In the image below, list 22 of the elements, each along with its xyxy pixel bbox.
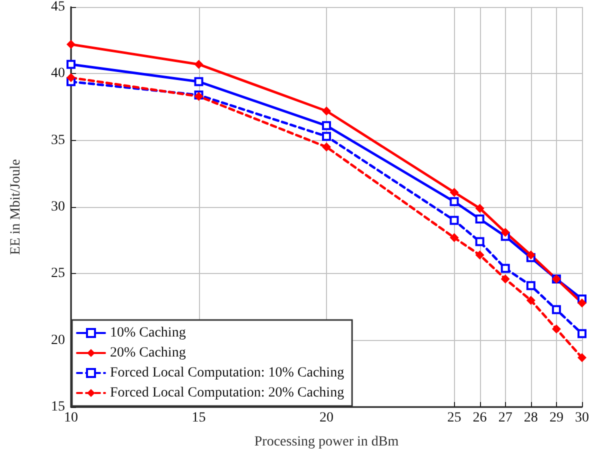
x-tick-label: 10 bbox=[64, 410, 78, 426]
y-tick-label: 25 bbox=[51, 266, 65, 282]
x-tick-label: 25 bbox=[447, 410, 462, 426]
y-axis-title: EE in Mbit/Joule bbox=[8, 159, 24, 255]
x-tick-label: 29 bbox=[549, 410, 564, 426]
x-tick-label: 26 bbox=[472, 410, 487, 426]
legend-label: Forced Local Computation: 10% Caching bbox=[110, 366, 344, 380]
x-tick-label: 28 bbox=[524, 410, 538, 426]
y-tick-label: 20 bbox=[51, 332, 65, 348]
y-tick-label: 30 bbox=[51, 200, 65, 214]
legend-label: 10% Caching bbox=[110, 326, 186, 340]
y-tick-label: 35 bbox=[51, 132, 65, 148]
x-axis-title: Processing power in dBm bbox=[254, 434, 399, 450]
x-tick-label: 15 bbox=[192, 410, 206, 426]
x-tick-label: 27 bbox=[498, 410, 512, 426]
legend-label: Forced Local Computation: 20% Caching bbox=[110, 386, 344, 400]
y-tick-label: 45 bbox=[51, 0, 65, 14]
legend-label: 20% Caching bbox=[110, 346, 186, 360]
x-tick-label: 20 bbox=[320, 410, 334, 426]
y-tick-label: 15 bbox=[51, 400, 65, 414]
y-tick-label: 40 bbox=[51, 66, 65, 82]
x-tick-label: 30 bbox=[575, 410, 589, 426]
